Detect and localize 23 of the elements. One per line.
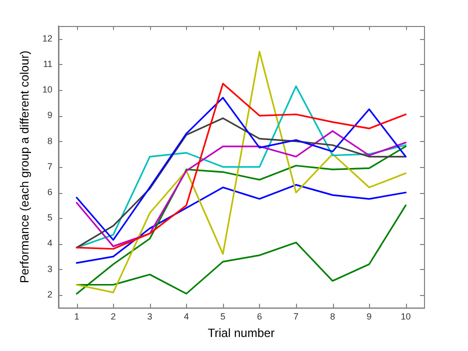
x-tick-label: 3 [147,312,152,322]
x-tick-label: 6 [256,312,262,322]
y-tick-label: 3 [47,264,52,274]
x-tick-label: 7 [294,312,299,322]
x-tick-label: 8 [330,312,336,322]
y-tick-label: 2 [47,289,52,300]
x-tick-label: 5 [220,312,226,322]
x-tick-label: 10 [400,312,411,322]
y-tick-label: 4 [47,238,52,248]
x-tick-label: 2 [110,312,116,322]
y-tick-label: 6 [47,187,52,198]
y-tick-label: 9 [47,110,52,120]
x-tick-label: 4 [184,312,189,322]
y-tick-label: 12 [42,33,52,44]
x-axis-title: Trial number [208,326,275,340]
y-tick-label: 5 [47,212,52,223]
y-axis-title: Performance (each group a different colour) [18,50,32,284]
x-tick-label: 9 [366,312,372,322]
y-tick-label: 7 [47,161,52,172]
x-tick-label: 1 [74,312,80,322]
y-tick-label: 8 [47,136,52,146]
y-tick-label: 10 [42,84,52,95]
y-tick-label: 11 [43,58,52,69]
